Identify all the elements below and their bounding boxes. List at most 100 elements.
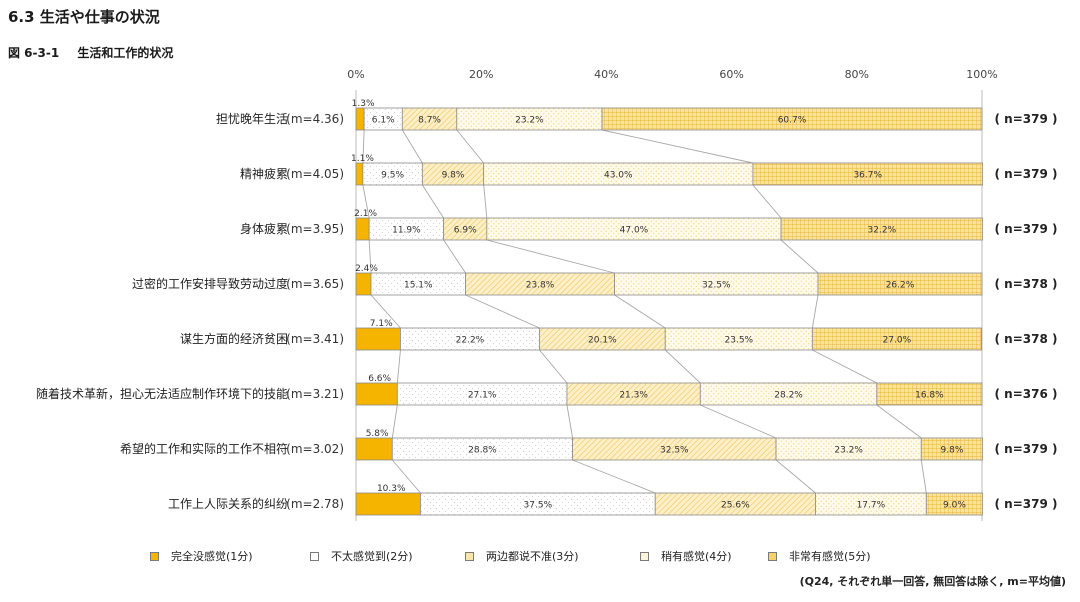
bar-segment [920,437,984,461]
data-label: 32.5% [702,281,731,291]
bar-segment [925,492,984,516]
bar-segment [355,382,398,406]
connector-line [421,184,445,219]
data-label: 16.8% [915,391,944,401]
category-label: 身体疲累 [240,221,288,236]
connector-line [664,349,701,384]
x-tick-label: 80% [845,68,869,81]
data-label: 11.9% [392,226,421,236]
data-label: 10.3% [377,484,406,494]
category-mean: (m=3.21) [286,387,344,401]
bar-segment [355,492,421,516]
connector-line [752,184,782,219]
bar-segment [811,327,982,351]
category-n: ( n=379 ) [995,497,1058,511]
category-n: ( n=379 ) [995,442,1058,456]
bar-segment [355,107,365,131]
data-label: 28.8% [468,446,497,456]
chart-legend: 完全没感觉(1分) 不太感觉到(2分) 两边都说不准(3分) 稍有感觉(4分) 非常有感… [150,548,898,564]
connector-line [812,349,878,384]
data-label: 23.2% [834,446,863,456]
category-n: ( n=376 ) [995,387,1058,401]
connector-line [780,239,819,274]
connector-line [483,184,488,219]
data-label: 2.4% [355,264,378,274]
data-label: 9.5% [381,171,404,181]
bar-segment [817,272,983,296]
category-mean: (m=3.02) [286,442,344,456]
connector-line [566,404,574,439]
x-tick-label: 60% [719,68,743,81]
connector-line [401,129,423,164]
data-label: 1.3% [352,99,375,109]
figure-number: 図 6-3-1 [8,46,60,60]
data-label: 15.1% [404,281,433,291]
category-n: ( n=379 ) [995,167,1058,181]
data-label: 21.3% [619,391,648,401]
connector-line [876,404,922,439]
bar-segment [876,382,983,406]
data-label: 23.8% [526,281,555,291]
x-tick-label: 100% [966,68,997,81]
connector-line [811,294,819,329]
legend-item: 两边都说不准(3分) [465,548,640,564]
data-label: 9.8% [941,446,964,456]
legend-label: 稍有感觉(4分) [661,550,732,563]
legend-label: 完全没感觉(1分) [171,550,253,563]
category-mean: (m=4.05) [286,167,344,181]
connector-line [614,294,666,329]
category-mean: (m=3.65) [286,277,344,291]
data-label: 9.8% [442,171,465,181]
connector-line [362,184,370,219]
legend-label: 非常有感觉(5分) [789,550,871,563]
chart-footnote: (Q24, それぞれ単一回答, 無回答は除く, m=平均値) [799,575,1066,588]
category-label: 希望的工作和实际的工作不相符 [120,441,288,456]
connector-line [486,239,615,274]
legend-label: 不太感觉到(2分) [331,550,413,563]
connector-line [362,129,365,164]
category-label: 随着技术革新，担心无法适应制作环境下的技能 [36,386,288,401]
category-label: 谋生方面的经济贫困 [180,331,288,346]
data-label: 23.2% [515,116,544,126]
connector-line [370,294,401,329]
data-label: 20.1% [588,336,617,346]
data-label: 25.6% [721,501,750,511]
bar-segment [601,107,983,131]
bar-segment [355,437,393,461]
connector-line [368,239,372,274]
category-mean: (m=3.95) [286,222,344,236]
category-mean: (m=2.78) [286,497,344,511]
data-label: 9.0% [943,501,966,511]
data-label: 32.5% [660,446,689,456]
data-label: 47.0% [620,226,649,236]
bar-segment [355,272,372,296]
figure-title-text: 生活和工作的状况 [77,46,174,60]
data-label: 37.5% [524,501,553,511]
legend-swatch [150,551,159,561]
category-n: ( n=378 ) [995,277,1058,291]
bar-segment [355,217,370,241]
category-label: 过密的工作安排导致劳动过度 [132,276,288,291]
bar-segment [355,162,364,186]
data-label: 36.7% [853,171,882,181]
connector-line [396,349,401,384]
connector-line [391,404,398,439]
data-label: 23.5% [725,336,754,346]
data-label: 2.1% [354,209,377,219]
connector-line [539,349,568,384]
figure-title: 図 6-3-1 生活和工作的状况 [8,44,173,61]
category-label: 担忧晚年生活 [216,112,288,126]
data-label: 32.2% [868,226,897,236]
data-label: 22.2% [456,336,485,346]
legend-swatch [465,551,474,561]
data-label: 28.2% [774,391,803,401]
legend-item: 非常有感觉(5分) [768,548,898,564]
bar-segment [752,162,984,186]
x-tick-label: 0% [347,68,364,81]
data-label: 6.6% [368,374,391,384]
data-label: 60.7% [778,116,807,126]
legend-swatch [310,551,319,561]
data-label: 43.0% [604,171,633,181]
section-title: 6.3 生活や仕事の状況 [8,8,160,26]
